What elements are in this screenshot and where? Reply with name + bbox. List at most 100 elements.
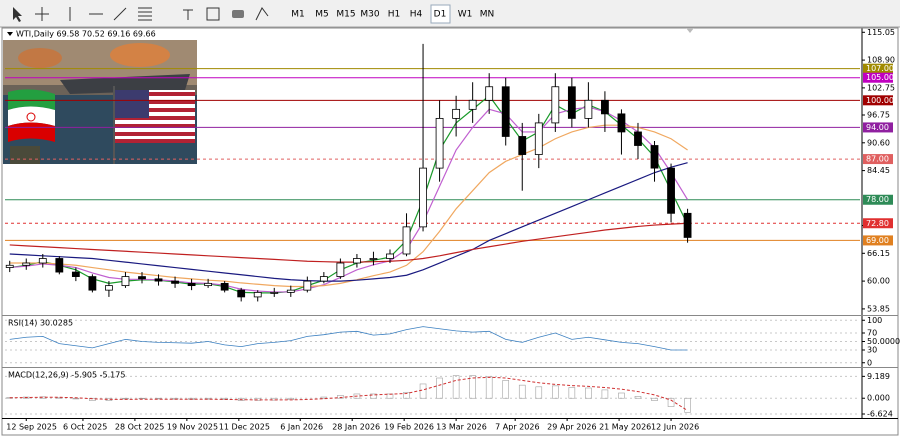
y-tick-label: 96.75 (867, 111, 890, 120)
candle-body (667, 167, 675, 214)
level-label-bg (863, 122, 893, 133)
moving-average (9, 162, 688, 282)
timeframe-button[interactable]: M30 (360, 10, 379, 20)
candle-body (501, 86, 510, 137)
level-label: 105.00 (866, 73, 894, 82)
y-tick-label: 84.45 (867, 166, 890, 175)
macd-bar (403, 391, 410, 399)
macd-bar (337, 395, 344, 399)
chart-frame (1, 27, 899, 436)
y-tick-label: 53.85 (867, 304, 890, 313)
timeframe-button[interactable]: W1 (458, 10, 473, 20)
flag-us-stripes (115, 92, 195, 143)
arrow-icon[interactable] (255, 7, 269, 21)
macd-bar (552, 385, 559, 399)
candle-body (5, 264, 14, 268)
crosshair-icon[interactable] (35, 7, 49, 21)
candle-body (485, 86, 494, 101)
candle-body (171, 280, 179, 284)
candle-body (402, 226, 411, 255)
candle-body (452, 108, 461, 119)
level-label-bg (863, 95, 893, 106)
macd-bar (651, 397, 658, 401)
macd-bar (535, 386, 543, 399)
macd-bar (237, 397, 245, 401)
timeframe-button[interactable]: H1 (388, 10, 401, 20)
timeframe-button[interactable]: MN (480, 10, 495, 20)
candle-body (634, 131, 642, 146)
y-tick-label: 115.05 (867, 28, 895, 37)
x-tick-label: 28 Jan 2026 (332, 423, 380, 432)
macd-bar (270, 397, 278, 401)
candle-body (121, 276, 130, 287)
y-tick-label: 9.189 (867, 372, 890, 381)
level-label-bg (863, 72, 893, 83)
y-tick-label: 0.000 (867, 394, 890, 403)
timeframe-button[interactable]: H4 (410, 10, 423, 20)
menu-arrow[interactable] (7, 32, 13, 36)
x-tick-label: 19 Feb 2026 (384, 423, 434, 432)
candle-body (369, 258, 378, 260)
x-tick-label: 12 Sep 2025 (6, 423, 57, 432)
candle-body (270, 292, 279, 294)
indicator-title: MACD(12,26,9) -5.905 -5.175 (8, 371, 125, 380)
y-tick-label: 100 (867, 316, 882, 325)
y-tick-label: 66.15 (867, 249, 890, 258)
macd-bar (320, 396, 328, 399)
image-ship (60, 74, 190, 94)
image-soldier (10, 146, 40, 164)
timeframe-button[interactable]: M1 (291, 10, 305, 20)
macd-bar (254, 397, 262, 401)
macd-bar (634, 396, 642, 399)
x-tick-label: 7 Apr 2026 (495, 423, 539, 432)
label-icon[interactable] (206, 7, 220, 21)
candle-body (303, 280, 312, 291)
macd-bar (155, 397, 162, 400)
x-tick-label: 6 Oct 2025 (63, 423, 107, 432)
y-tick-label: -6.624 (867, 410, 893, 419)
candle-body (204, 282, 213, 287)
macd-bar (667, 397, 675, 407)
y-tick-label: 90.60 (867, 138, 890, 147)
indicator-title: RSI(14) 30.0285 (8, 319, 73, 328)
macd-bar (518, 384, 526, 399)
candle-body (468, 99, 477, 110)
macd-bar (601, 389, 609, 399)
text-icon[interactable] (183, 9, 193, 20)
y-tick-label: 60.00 (867, 277, 890, 286)
candle-body (319, 276, 328, 282)
fibo-icon[interactable] (138, 7, 152, 21)
macd-signal (9, 376, 688, 411)
flag-us-canton (115, 90, 149, 118)
y-tick-label: 50.0000 (867, 337, 900, 346)
candle-body (419, 167, 427, 228)
timeframe-button[interactable]: M5 (315, 10, 329, 20)
level-label-bg (863, 154, 893, 165)
candle-body (336, 262, 345, 277)
timeframes: M1 M5 M15 M30 H1 H4 D1 W1 MN (291, 10, 494, 20)
image-fire (18, 48, 62, 68)
macd-bar (568, 387, 576, 399)
x-tick-label: 19 Nov 2025 (167, 423, 218, 432)
candle-body (88, 276, 97, 291)
macd-bar (502, 380, 510, 399)
level-label: 72.80 (866, 219, 889, 228)
moving-average (9, 124, 688, 288)
timeframe-button[interactable]: D1 (434, 10, 447, 20)
shape-icon[interactable] (232, 10, 244, 18)
level-label-bg (863, 218, 893, 229)
cursor-icon[interactable] (13, 7, 22, 22)
flag-iran-emblem (26, 112, 36, 122)
flag-iran-white (8, 106, 55, 126)
level-label-bg (863, 235, 893, 246)
chart-title: WTI,Daily 69.58 70.52 69.16 69.66 (16, 30, 156, 39)
candle-body (138, 276, 146, 280)
level-label: 100.00 (866, 96, 894, 105)
x-tick-label: 13 Mar 2026 (436, 423, 487, 432)
shift-marker (686, 28, 694, 33)
candle-body (584, 99, 593, 119)
candle-body (601, 99, 609, 115)
timeframe-button[interactable]: M15 (336, 10, 355, 20)
trendline-icon[interactable] (113, 7, 127, 21)
candle-body (534, 122, 543, 155)
